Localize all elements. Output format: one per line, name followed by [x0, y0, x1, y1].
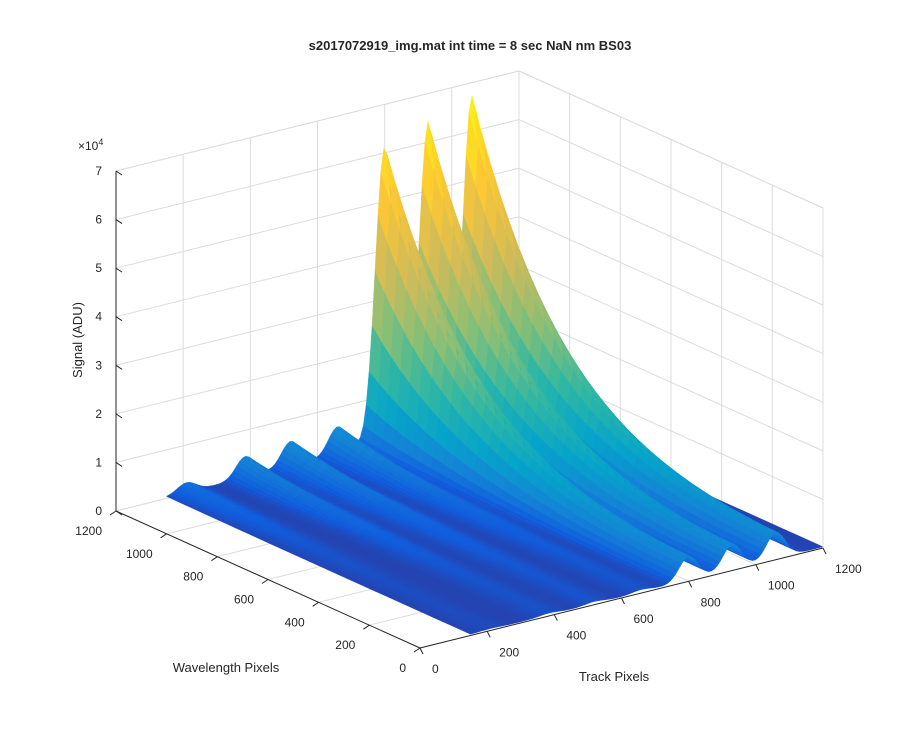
- x-tick: [553, 614, 558, 621]
- y-tick-label: 800: [183, 570, 203, 584]
- y-tick-label: 400: [285, 615, 305, 629]
- z-tick-label: 4: [95, 310, 102, 324]
- y-tick: [109, 510, 117, 516]
- z-tick: [115, 267, 123, 273]
- y-tick-label: 0: [399, 661, 406, 675]
- z-tick: [115, 170, 123, 176]
- y-tick: [413, 647, 421, 653]
- z-exponent-power: 4: [98, 137, 103, 147]
- y-tick-label: 1000: [126, 547, 153, 561]
- x-tick: [486, 631, 491, 638]
- z-tick: [115, 462, 123, 467]
- y-tick-label: 1200: [75, 524, 102, 538]
- chart-title: s2017072919_img.mat int time = 8 sec NaN…: [309, 38, 632, 53]
- x-tick: [688, 581, 693, 588]
- grid-line: [518, 264, 824, 403]
- z-tick: [115, 364, 123, 370]
- z-tick: [115, 316, 123, 322]
- x-tick: [419, 647, 424, 655]
- x-tick-label: 200: [499, 645, 519, 659]
- y-tick: [261, 579, 269, 584]
- tick-labels: 0200400600800100012000200400600800100012…: [75, 164, 862, 676]
- x-tick-label: 1000: [768, 579, 795, 593]
- y-tick: [363, 624, 370, 630]
- grid-line: [518, 216, 824, 355]
- y-axis-label: Wavelength Pixels: [173, 660, 280, 675]
- x-tick: [755, 564, 760, 571]
- z-tick-label: 6: [95, 213, 102, 227]
- z-tick: [115, 219, 123, 224]
- box-top-edge: [115, 70, 520, 172]
- y-tick: [160, 533, 167, 539]
- z-axis-label: Signal (ADU): [70, 302, 85, 378]
- z-tick: [115, 510, 123, 516]
- x-tick: [822, 547, 827, 555]
- z-tick-label: 0: [95, 504, 102, 518]
- x-axis-label: Track Pixels: [579, 669, 650, 684]
- x-tick-label: 400: [566, 629, 586, 643]
- x-tick-label: 1200: [835, 562, 862, 576]
- x-tick-label: 0: [432, 662, 439, 676]
- y-tick: [211, 556, 218, 562]
- y-tick: [312, 601, 319, 607]
- grid-line: [115, 119, 520, 221]
- z-exponent-base: ×10: [78, 139, 99, 153]
- x-tick: [621, 597, 625, 605]
- grid-line: [518, 313, 824, 452]
- box-top-edge: [518, 70, 824, 209]
- z-exponent: ×104: [78, 137, 103, 153]
- z-tick-label: 2: [95, 407, 102, 421]
- surface: [165, 95, 824, 635]
- surface-patch: [809, 542, 824, 548]
- grid-line: [518, 119, 824, 258]
- z-tick-label: 1: [95, 455, 102, 469]
- z-tick: [115, 413, 123, 419]
- z-tick-label: 3: [95, 358, 102, 372]
- x-tick-label: 600: [634, 612, 654, 626]
- y-tick-label: 200: [335, 638, 355, 652]
- grid-line: [518, 167, 824, 306]
- z-tick-label: 7: [95, 164, 102, 178]
- z-tick-label: 5: [95, 261, 102, 275]
- grid-line: [115, 167, 520, 269]
- x-tick-label: 800: [701, 595, 721, 609]
- y-tick-label: 600: [234, 593, 254, 607]
